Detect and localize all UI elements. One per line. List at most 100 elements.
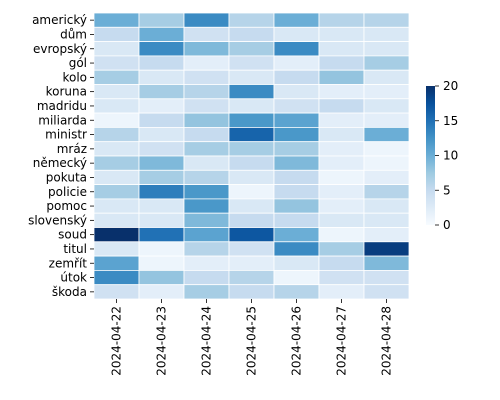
heatmap-cell bbox=[318, 98, 365, 114]
heatmap-cell bbox=[228, 227, 275, 243]
heatmap-cell bbox=[93, 55, 140, 71]
heatmap-cell bbox=[183, 127, 230, 143]
heatmap-cell bbox=[228, 84, 275, 100]
heatmap-cell bbox=[183, 26, 230, 42]
heatmap-cell bbox=[183, 84, 230, 100]
heatmap-cell bbox=[183, 198, 230, 214]
heatmap-cell bbox=[273, 98, 320, 114]
heatmap-cell bbox=[273, 55, 320, 71]
heatmap-cell bbox=[138, 55, 185, 71]
colorbar-tick-label: 20 bbox=[443, 79, 458, 93]
heatmap-cell bbox=[363, 41, 410, 57]
y-tick-label: gól bbox=[69, 56, 87, 70]
heatmap-cell bbox=[228, 69, 275, 85]
heatmap-cell bbox=[318, 198, 365, 214]
heatmap-cell bbox=[318, 84, 365, 100]
heatmap-cell bbox=[273, 155, 320, 171]
y-tick-label: evropský bbox=[33, 42, 87, 56]
y-tick-label: útok bbox=[60, 271, 87, 285]
y-tick-label: miliarda bbox=[38, 113, 87, 127]
heatmap-cell bbox=[183, 255, 230, 271]
heatmap-cell bbox=[93, 127, 140, 143]
heatmap-cell bbox=[318, 227, 365, 243]
colorbar-tick-label: 5 bbox=[443, 183, 451, 197]
heatmap-cell bbox=[273, 227, 320, 243]
heatmap-cells bbox=[93, 12, 410, 300]
x-tick-label: 2024-04-25 bbox=[245, 306, 259, 376]
heatmap-cell bbox=[273, 69, 320, 85]
heatmap-cell bbox=[93, 41, 140, 57]
heatmap-cell bbox=[183, 227, 230, 243]
heatmap-cell bbox=[183, 169, 230, 186]
heatmap-cell bbox=[318, 284, 365, 300]
heatmap-cell bbox=[363, 284, 410, 300]
heatmap-cell bbox=[183, 241, 230, 257]
heatmap-cell bbox=[363, 241, 410, 257]
heatmap-cell bbox=[318, 141, 365, 157]
heatmap-cell bbox=[228, 198, 275, 214]
heatmap-cell bbox=[138, 284, 185, 300]
colorbar-tick-label: 0 bbox=[443, 218, 451, 232]
y-axis-tick-labels: americkýdůmevropskýgólkolokorunamadridum… bbox=[28, 13, 94, 299]
heatmap-cell bbox=[318, 112, 365, 128]
heatmap-cell bbox=[273, 84, 320, 100]
heatmap-cell bbox=[138, 169, 185, 186]
heatmap-cell bbox=[138, 227, 185, 243]
heatmap-cell bbox=[318, 255, 365, 271]
heatmap-cell bbox=[183, 212, 230, 228]
heatmap-cell bbox=[273, 269, 320, 286]
y-tick-label: mráz bbox=[57, 142, 87, 156]
heatmap-cell bbox=[318, 241, 365, 257]
heatmap-cell bbox=[273, 141, 320, 157]
heatmap-cell bbox=[93, 84, 140, 100]
heatmap-cell bbox=[93, 69, 140, 85]
heatmap-cell bbox=[138, 198, 185, 214]
heatmap-cell bbox=[93, 227, 140, 243]
y-tick-label: madridu bbox=[37, 99, 87, 113]
heatmap-cell bbox=[93, 98, 140, 114]
heatmap-cell bbox=[363, 255, 410, 271]
heatmap-cell bbox=[228, 155, 275, 171]
heatmap-cell bbox=[363, 269, 410, 286]
y-tick-label: škoda bbox=[52, 285, 87, 299]
y-tick-label: soud bbox=[58, 228, 87, 242]
heatmap-cell bbox=[363, 12, 410, 28]
heatmap-cell bbox=[363, 127, 410, 143]
heatmap-cell bbox=[318, 169, 365, 186]
heatmap-cell bbox=[363, 227, 410, 243]
heatmap-cell bbox=[318, 26, 365, 42]
heatmap-cell bbox=[93, 169, 140, 186]
heatmap-cell bbox=[228, 284, 275, 300]
heatmap-cell bbox=[138, 69, 185, 85]
y-tick-label: koruna bbox=[46, 85, 87, 99]
heatmap-cell bbox=[138, 141, 185, 157]
heatmap-cell bbox=[93, 155, 140, 171]
heatmap-cell bbox=[363, 84, 410, 100]
heatmap-cell bbox=[228, 55, 275, 71]
heatmap-cell bbox=[318, 184, 365, 200]
heatmap-cell bbox=[183, 184, 230, 200]
heatmap-cell bbox=[273, 169, 320, 186]
heatmap-cell bbox=[273, 198, 320, 214]
heatmap-cell bbox=[138, 255, 185, 271]
heatmap-cell bbox=[228, 112, 275, 128]
heatmap-cell bbox=[228, 255, 275, 271]
heatmap-cell bbox=[363, 26, 410, 42]
heatmap-cell bbox=[273, 41, 320, 57]
heatmap-cell bbox=[93, 12, 140, 28]
colorbar-bar bbox=[426, 86, 435, 225]
heatmap-cell bbox=[228, 12, 275, 28]
heatmap-cell bbox=[93, 269, 140, 286]
y-tick-label: dům bbox=[60, 27, 87, 41]
heatmap-cell bbox=[363, 141, 410, 157]
heatmap-cell bbox=[228, 141, 275, 157]
y-tick-label: titul bbox=[63, 242, 87, 256]
x-tick-label: 2024-04-24 bbox=[200, 306, 214, 376]
heatmap-cell bbox=[93, 284, 140, 300]
heatmap-cell bbox=[273, 112, 320, 128]
heatmap-cell bbox=[183, 269, 230, 286]
y-tick-label: slovenský bbox=[28, 213, 87, 227]
heatmap-cell bbox=[273, 241, 320, 257]
heatmap-cell bbox=[228, 41, 275, 57]
